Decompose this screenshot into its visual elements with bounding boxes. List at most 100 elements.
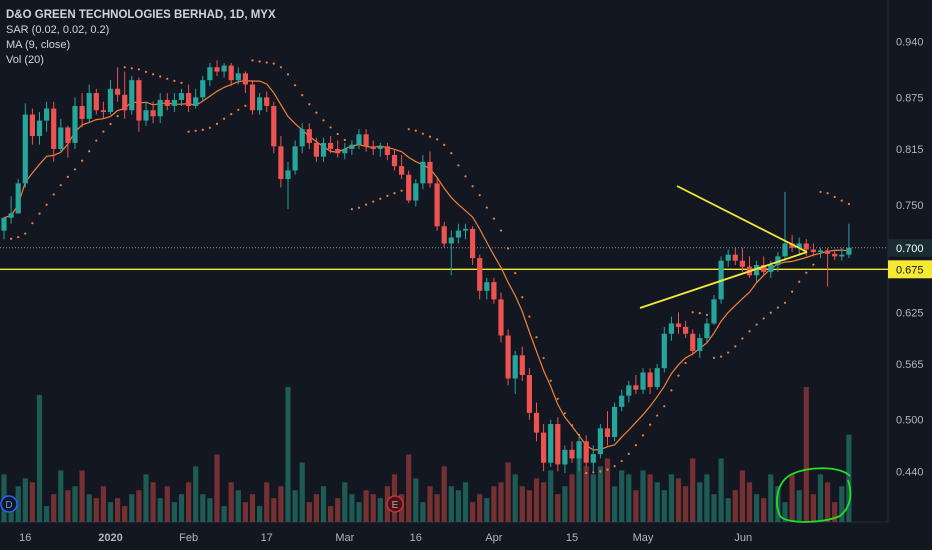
volume-bar <box>576 458 582 522</box>
volume-bar <box>597 466 603 522</box>
sar-dot <box>549 379 552 382</box>
candle-body <box>249 84 256 111</box>
candle-body <box>285 170 291 180</box>
x-tick-label: Apr <box>485 532 502 544</box>
legend-vol[interactable]: Vol (20) <box>6 54 44 66</box>
candle-body <box>619 395 625 407</box>
legend-title: D&O GREEN TECHNOLOGIES BERHAD, 1D, MYX <box>6 9 276 21</box>
volume-bar <box>257 506 263 522</box>
candle <box>178 88 185 106</box>
candle <box>413 179 419 207</box>
sar-dot <box>627 452 630 456</box>
sar-dot <box>187 130 190 133</box>
candle-body <box>697 338 703 351</box>
candle <box>36 111 43 145</box>
candle <box>612 402 618 442</box>
candle-body <box>186 93 192 106</box>
sar-dot <box>159 75 162 78</box>
candle-body <box>356 134 362 145</box>
candle <box>377 142 383 157</box>
candle-body <box>150 110 156 117</box>
candle-body <box>597 428 603 455</box>
candle-body <box>690 333 696 351</box>
volume-bar <box>242 502 248 522</box>
y-tick-label: 0.875 <box>896 92 924 104</box>
volume-bar <box>519 486 525 522</box>
candle-body <box>193 97 199 106</box>
volume-bar <box>455 490 461 522</box>
volume-bar <box>271 498 277 522</box>
candle-body <box>832 253 838 257</box>
candle <box>171 93 177 112</box>
candle <box>491 277 497 304</box>
volume-bar <box>86 494 92 522</box>
candle-body <box>782 243 788 257</box>
candle <box>541 424 547 472</box>
volume-bar <box>164 486 170 522</box>
sar-dot <box>556 397 559 400</box>
volume-bar <box>697 482 703 522</box>
candle-body <box>839 254 845 257</box>
candle <box>391 148 398 171</box>
candle <box>399 154 405 180</box>
candle <box>122 71 128 119</box>
candle-body <box>519 355 525 376</box>
candle-body <box>754 265 760 276</box>
sar-dot <box>705 313 709 317</box>
candle-body <box>278 146 284 180</box>
candle-body <box>164 99 170 106</box>
sar-dot <box>272 62 275 65</box>
volume-bar <box>320 486 327 522</box>
sar-dot <box>343 138 346 142</box>
sar-dot <box>428 135 432 138</box>
candle-body <box>796 243 802 248</box>
candle <box>470 226 476 265</box>
candle <box>100 101 106 119</box>
legend-ma[interactable]: MA (9, close) <box>6 39 71 51</box>
sar-dot <box>528 315 531 318</box>
y-tick-label: 0.565 <box>896 359 924 371</box>
volume-bar <box>768 474 774 522</box>
candle-body <box>221 65 227 72</box>
sar-dot <box>365 203 368 206</box>
candle-body <box>683 326 689 334</box>
volume-bar <box>462 482 469 522</box>
sar-dot <box>783 301 787 304</box>
candle <box>746 256 753 278</box>
candle <box>363 129 369 152</box>
volume-bar <box>675 478 682 522</box>
candle <box>22 103 28 188</box>
sar-dot <box>535 336 538 339</box>
candle-body <box>825 250 831 254</box>
candle-body <box>434 183 440 227</box>
candle <box>150 101 156 124</box>
candle <box>739 247 745 272</box>
candle-body <box>803 243 809 250</box>
candle-body <box>65 127 71 143</box>
candle <box>626 381 632 403</box>
volume-bar <box>207 498 213 522</box>
candle-body <box>242 73 248 85</box>
volume-bar <box>200 494 206 522</box>
sar-dot <box>798 280 801 283</box>
sar-dot <box>180 81 183 84</box>
candle <box>44 101 50 132</box>
volume-bar <box>754 494 760 522</box>
dividend-marker: D <box>0 495 18 513</box>
candle <box>320 137 327 162</box>
volume-bar <box>58 470 64 522</box>
highlight-circle-drawing <box>776 467 852 523</box>
legend-sar[interactable]: SAR (0.02, 0.02, 0.2) <box>6 24 110 36</box>
sar-dot <box>812 263 815 266</box>
sar-dot <box>599 470 602 473</box>
sar-dot <box>826 192 829 195</box>
y-tick-label: 0.940 <box>896 36 924 48</box>
volume-bar <box>79 470 85 522</box>
sar-dot <box>372 200 375 203</box>
candle-body <box>58 127 64 149</box>
x-tick-label: 17 <box>261 532 273 544</box>
volume-bar <box>235 490 241 522</box>
candle-body <box>441 226 447 244</box>
